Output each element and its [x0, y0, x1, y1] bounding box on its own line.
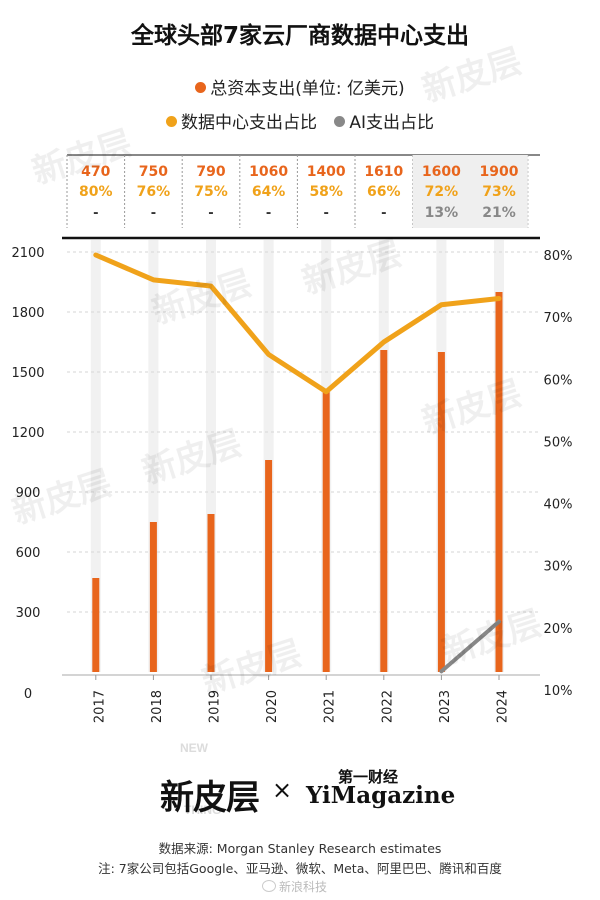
table-capex-value: 750 — [139, 164, 168, 180]
table-ai-share-value: - — [151, 206, 156, 221]
table-dc-share-value: 80% — [79, 184, 113, 200]
capex-bar — [380, 350, 388, 672]
x-tick-label: 2020 — [265, 690, 280, 723]
chart-title: 全球头部7家云厂商数据中心支出 — [130, 23, 469, 49]
table-ai-share-value: - — [93, 206, 98, 221]
x-tick-label: 2022 — [380, 690, 395, 723]
right-tick-label: 20% — [544, 622, 573, 637]
column-guide — [206, 240, 216, 672]
table-capex-value: 1060 — [249, 164, 288, 180]
x-tick-label: 2017 — [92, 690, 107, 723]
right-tick-label: 10% — [544, 684, 573, 699]
table-dc-share-value: 64% — [252, 184, 286, 200]
table-dc-share-value: 58% — [309, 184, 343, 200]
table-dc-share-value: 72% — [425, 184, 459, 200]
table-capex-value: 1400 — [307, 164, 346, 180]
table-dc-share-value: 73% — [482, 184, 516, 200]
x-tick-label: 2024 — [496, 690, 511, 723]
left-tick-label: 300 — [16, 606, 41, 621]
weibo-watermark: 新浪科技 — [262, 878, 327, 895]
capex-bar — [149, 522, 157, 672]
dc-share-line — [93, 252, 502, 395]
brand-tagline-top: NEW — [180, 741, 208, 755]
brand-logo-yimagazine: YiMagazine — [306, 782, 456, 809]
capex-bar — [437, 352, 445, 672]
right-tick-label: 50% — [544, 435, 573, 450]
table-dc-share-value: 75% — [194, 184, 228, 200]
x-tick-label: 2018 — [150, 690, 165, 723]
capex-bar — [92, 578, 100, 672]
right-tick-label: 40% — [544, 498, 573, 513]
x-tick-label: 2021 — [323, 690, 338, 723]
legend-capex-swatch — [195, 82, 207, 93]
table-ai-share-value: - — [323, 206, 328, 221]
left-tick-label: 2100 — [11, 246, 44, 261]
x-tick-label: 2023 — [438, 690, 453, 723]
legend-dc-share-swatch — [165, 116, 177, 127]
right-tick-label: 60% — [544, 373, 573, 388]
left-tick-label: 1500 — [11, 366, 44, 381]
table-capex-value: 790 — [196, 164, 225, 180]
weibo-icon — [262, 880, 276, 892]
brand-logo-yicai-cn: 第一财经 — [338, 768, 399, 786]
brand-logo-xinpiceng: 新皮层 — [160, 778, 260, 818]
legend-row-1: 总资本支出(单位: 亿美元) — [0, 74, 600, 99]
x-tick-label: 2019 — [208, 690, 223, 723]
table-capex-value: 1900 — [480, 164, 519, 180]
chart-canvas: 470 80% - 750 76% - 790 75% - 1060 64% - 1400 58% - 161… — [11, 154, 573, 723]
legend-ai-share: AI支出占比 — [334, 113, 434, 133]
table-capex-value: 1600 — [422, 164, 461, 180]
right-tick-label: 70% — [544, 311, 573, 326]
column-guide — [90, 240, 101, 672]
table-capex-value: 1610 — [364, 164, 403, 180]
table-dc-share-value: 66% — [367, 184, 401, 200]
brand-times-sign: × — [272, 776, 293, 804]
table-ai-share-value: - — [381, 206, 386, 221]
table-capex-value: 470 — [81, 164, 110, 180]
footer-note: 注: 7家公司包括Google、亚马逊、微软、Meta、阿里巴巴、腾讯和百度 — [98, 861, 502, 876]
brand-tagline-bottom: THING — [184, 803, 222, 817]
brand-bar: 新皮层 × 第一财经 YiMagazine — [0, 768, 600, 820]
legend-ai-share-label: AI支出占比 — [349, 113, 435, 133]
left-tick-label: 900 — [16, 486, 41, 501]
right-tick-label: 80% — [544, 249, 573, 264]
legend-dc-share-label: 数据中心支出占比 — [180, 113, 317, 133]
left-tick-label: 1800 — [11, 306, 44, 321]
column-guide — [263, 240, 274, 672]
ai-share-line — [439, 619, 501, 674]
table-ai-share-value: 13% — [425, 205, 459, 221]
capex-bar — [265, 460, 273, 672]
left-tick-label: 1200 — [11, 426, 44, 441]
left-tick-label: 600 — [16, 546, 41, 561]
capex-bar — [495, 292, 503, 672]
right-tick-label: 30% — [544, 560, 573, 575]
legend-capex-label: 总资本支出(单位: 亿美元) — [210, 79, 405, 99]
legend-dc-share: 数据中心支出占比 — [165, 113, 322, 133]
legend-capex: 总资本支出(单位: 亿美元) — [195, 79, 405, 99]
capex-bar — [207, 514, 215, 672]
table-ai-share-value: - — [266, 206, 271, 221]
footer-source: 数据来源: Morgan Stanley Research estimates — [158, 841, 442, 856]
left-tick-label: 0 — [24, 687, 32, 702]
legend-row-2: 数据中心支出占比 AI支出占比 — [0, 108, 600, 133]
table-dc-share-value: 76% — [137, 184, 171, 200]
table-ai-share-value: - — [208, 206, 213, 221]
weibo-label: 新浪科技 — [279, 880, 328, 894]
column-guide — [148, 240, 159, 672]
legend-ai-share-swatch — [334, 116, 346, 127]
capex-bar — [322, 392, 330, 672]
table-ai-share-value: 21% — [482, 205, 516, 221]
table-ai-highlight — [412, 155, 528, 228]
